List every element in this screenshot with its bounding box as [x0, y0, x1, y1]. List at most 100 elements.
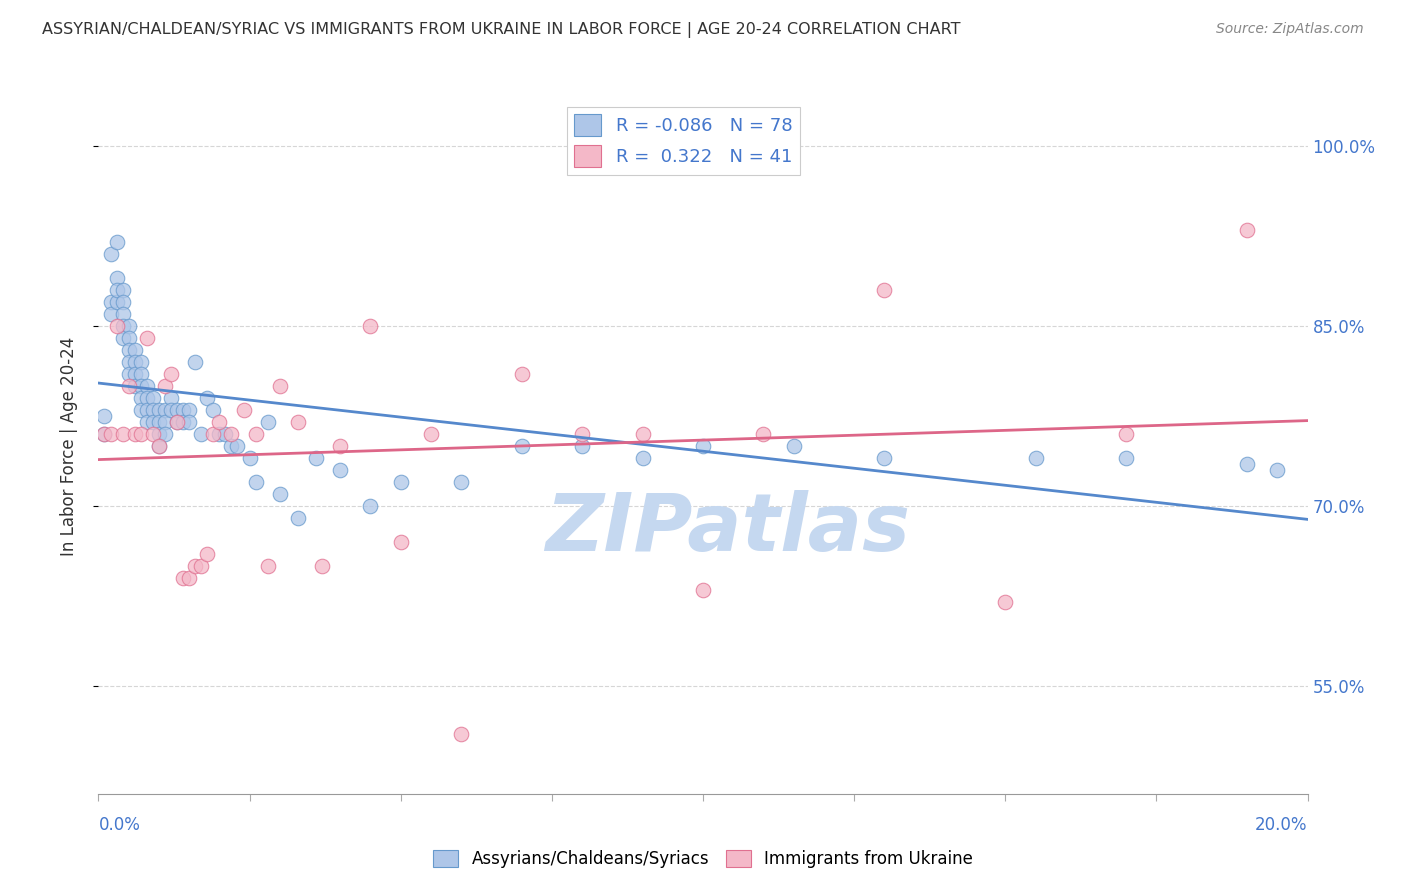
Point	[190, 558, 212, 573]
Point	[118, 355, 141, 369]
Point	[510, 367, 533, 381]
Point	[1267, 463, 1289, 477]
Point	[153, 379, 176, 393]
Point	[135, 379, 157, 393]
Point	[172, 571, 194, 585]
Point	[160, 367, 183, 381]
Legend: Assyrians/Chaldeans/Syriacs, Immigrants from Ukraine: Assyrians/Chaldeans/Syriacs, Immigrants …	[426, 843, 980, 875]
Point	[202, 427, 225, 442]
Point	[166, 415, 188, 429]
Point	[184, 355, 207, 369]
Point	[329, 463, 352, 477]
Point	[142, 427, 165, 442]
Point	[118, 331, 141, 345]
Point	[93, 427, 115, 442]
Point	[166, 415, 188, 429]
Point	[118, 367, 141, 381]
Point	[873, 450, 896, 465]
Point	[184, 558, 207, 573]
Point	[214, 427, 236, 442]
Point	[142, 415, 165, 429]
Point	[1236, 457, 1258, 471]
Text: 0.0%: 0.0%	[98, 816, 141, 834]
Point	[195, 391, 218, 405]
Point	[510, 439, 533, 453]
Point	[1115, 450, 1137, 465]
Point	[389, 475, 412, 489]
Point	[148, 427, 170, 442]
Point	[179, 403, 201, 417]
Point	[450, 727, 472, 741]
Point	[269, 379, 291, 393]
Point	[1236, 223, 1258, 237]
Point	[160, 391, 183, 405]
Point	[129, 355, 152, 369]
Point	[135, 331, 157, 345]
Point	[100, 247, 122, 261]
Point	[118, 343, 141, 357]
Text: Source: ZipAtlas.com: Source: ZipAtlas.com	[1216, 22, 1364, 37]
Point	[571, 439, 593, 453]
Point	[329, 439, 352, 453]
Point	[135, 415, 157, 429]
Point	[1024, 450, 1046, 465]
Point	[389, 535, 412, 549]
Point	[148, 439, 170, 453]
Point	[105, 295, 128, 310]
Point	[100, 427, 122, 442]
Point	[245, 427, 267, 442]
Point	[111, 307, 134, 321]
Point	[129, 379, 152, 393]
Point	[111, 283, 134, 297]
Point	[111, 295, 134, 310]
Point	[118, 319, 141, 334]
Point	[153, 403, 176, 417]
Point	[105, 235, 128, 249]
Point	[994, 595, 1017, 609]
Point	[129, 391, 152, 405]
Point	[179, 571, 201, 585]
Point	[221, 427, 243, 442]
Point	[245, 475, 267, 489]
Point	[129, 427, 152, 442]
Point	[160, 403, 183, 417]
Point	[239, 450, 262, 465]
Point	[202, 403, 225, 417]
Point	[631, 427, 654, 442]
Point	[148, 439, 170, 453]
Point	[752, 427, 775, 442]
Point	[287, 511, 309, 525]
Point	[305, 450, 328, 465]
Point	[311, 558, 333, 573]
Point	[124, 379, 146, 393]
Point	[232, 403, 254, 417]
Point	[221, 439, 243, 453]
Point	[105, 319, 128, 334]
Point	[142, 391, 165, 405]
Point	[256, 558, 278, 573]
Point	[153, 415, 176, 429]
Point	[105, 271, 128, 285]
Point	[100, 295, 122, 310]
Point	[111, 319, 134, 334]
Point	[692, 582, 714, 597]
Point	[190, 427, 212, 442]
Point	[208, 427, 231, 442]
Text: 20.0%: 20.0%	[1256, 816, 1308, 834]
Point	[226, 439, 249, 453]
Point	[93, 427, 115, 442]
Point	[172, 403, 194, 417]
Point	[93, 409, 115, 423]
Point	[118, 379, 141, 393]
Point	[129, 403, 152, 417]
Text: ASSYRIAN/CHALDEAN/SYRIAC VS IMMIGRANTS FROM UKRAINE IN LABOR FORCE | AGE 20-24 C: ASSYRIAN/CHALDEAN/SYRIAC VS IMMIGRANTS F…	[42, 22, 960, 38]
Point	[420, 427, 443, 442]
Point	[450, 475, 472, 489]
Point	[873, 283, 896, 297]
Point	[256, 415, 278, 429]
Point	[142, 403, 165, 417]
Point	[571, 427, 593, 442]
Point	[783, 439, 806, 453]
Point	[1115, 427, 1137, 442]
Text: ZIPatlas: ZIPatlas	[544, 491, 910, 568]
